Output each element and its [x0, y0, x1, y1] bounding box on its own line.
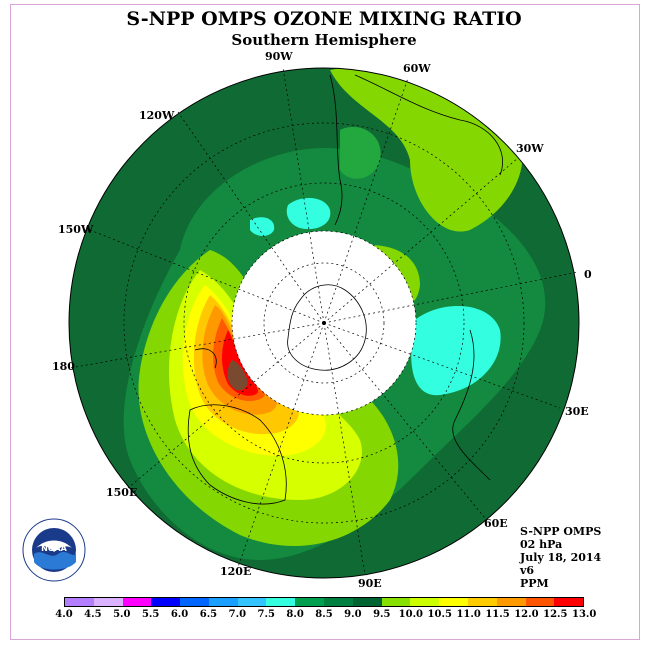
colorbar-swatch [381, 598, 411, 606]
colorbar-tick-label: 9.0 [344, 609, 362, 620]
colorbar-swatch [295, 598, 325, 606]
field-brown-max [227, 360, 248, 391]
meridian-150w [89, 229, 325, 324]
latitude-circle-inner [263, 262, 385, 384]
colorbar-swatch [352, 598, 382, 606]
australia-coast [187, 404, 287, 505]
colorbar-swatch [467, 598, 497, 606]
colorbar-swatch [554, 598, 584, 606]
colorbar-swatch [525, 598, 555, 606]
colorbar-tick-label: 8.5 [315, 609, 333, 620]
colorbar-tick-label: 11.0 [456, 609, 481, 620]
colorbar-swatch [439, 598, 468, 606]
product-info: S-NPP OMPS 02 hPa July 18, 2014 v6 PPM [520, 525, 601, 590]
colorbar-swatch [208, 598, 238, 606]
field-green-blob [340, 126, 381, 179]
latitude-circle-outer [123, 122, 525, 524]
lon-label-120w: 120W [139, 109, 175, 122]
meridian-30e [323, 322, 561, 409]
lon-label-30w: 30W [516, 142, 544, 155]
info-level: 02 hPa [520, 538, 563, 551]
map-title: S-NPP OMPS OZONE MIXING RATIO [126, 8, 522, 30]
graticule [69, 67, 579, 576]
south-pole-marker [322, 321, 326, 325]
info-date: July 18, 2014 [520, 551, 602, 564]
colorbar-swatch [65, 598, 94, 606]
colorbar-swatch [410, 598, 440, 606]
colorbar-tick-label: 5.5 [141, 609, 160, 620]
colorbar-ticks: 4.0 4.5 5.0 5.5 6.0 6.5 7.0 7.5 8.0 8.5 9.0 9.5 10.0… [52, 609, 596, 623]
info-version: v6 [520, 564, 535, 577]
lon-label-60e: 60E [484, 517, 508, 530]
colorbar-tick-label: 8.0 [286, 609, 304, 620]
colorbar-tick-label: 7.0 [228, 609, 247, 620]
map-border [68, 67, 580, 579]
lon-label-150e: 150E [106, 486, 138, 499]
colorbar-swatch [237, 598, 267, 606]
colorbar-swatch [151, 598, 181, 606]
colorbar-tick-label: 4.0 [55, 609, 73, 620]
colorbar-swatch [180, 598, 209, 606]
info-instrument: S-NPP OMPS [520, 525, 602, 538]
colorbar-tick-label: 6.0 [170, 609, 189, 620]
colorbar-swatch [266, 598, 296, 606]
meridian-90w [282, 67, 325, 324]
lon-label-180: 180 [52, 360, 75, 373]
africa-coast [452, 329, 491, 481]
plot-frame [10, 4, 640, 640]
logo-text: NOAA [41, 544, 67, 553]
colorbar-tick-label: 9.5 [373, 609, 391, 620]
antarctica-coast [287, 284, 367, 371]
colorbar-tick-label: 11.5 [485, 609, 510, 620]
south-america-coast [329, 74, 343, 226]
meridian-60e [323, 322, 486, 519]
field-cyan-west [286, 198, 331, 230]
colorbar-tick-label: 4.5 [84, 609, 102, 620]
lon-label-150w: 150W [58, 223, 94, 236]
colorbar-tick-label: 6.5 [199, 609, 218, 620]
lon-label-90w: 90W [265, 50, 293, 63]
colorbar-tick-label: 7.5 [257, 609, 275, 620]
lon-label-120e: 120E [220, 565, 252, 578]
colorbar-tick-label: 5.0 [113, 609, 131, 620]
colorbar-tick-label: 13.0 [572, 609, 597, 620]
south-america-east-coast [354, 74, 503, 176]
latitude-circle-polar [231, 230, 417, 416]
colorbar-swatch [324, 598, 353, 606]
coastlines [187, 74, 503, 505]
colorbar-tick-label: 12.0 [514, 609, 539, 620]
colorbar-tick-label: 12.5 [543, 609, 568, 620]
field-cyan-small [250, 217, 275, 236]
meridian-120e [237, 322, 325, 568]
colorbar-swatch [93, 598, 123, 606]
map-subtitle: Southern Hemisphere [231, 31, 417, 49]
latitude-circle-mid [183, 182, 465, 464]
field-cyan-east [411, 306, 501, 396]
lon-label-90e: 90E [358, 577, 382, 590]
colorbar-tick-label: 10.0 [398, 609, 424, 620]
info-units: PPM [520, 577, 549, 590]
noaa-logo: NOAA [22, 518, 86, 582]
lon-label-30e: 30E [565, 405, 589, 418]
lon-label-0: 0 [584, 268, 592, 281]
meridian-60w [323, 77, 409, 324]
lon-label-60w: 60W [403, 62, 431, 75]
colorbar [64, 597, 584, 607]
colorbar-swatch [122, 598, 152, 606]
new-zealand-coast [194, 348, 217, 369]
colorbar-tick-label: 10.5 [427, 609, 452, 620]
meridian-0 [323, 271, 579, 324]
colorbar-swatch [496, 598, 526, 606]
